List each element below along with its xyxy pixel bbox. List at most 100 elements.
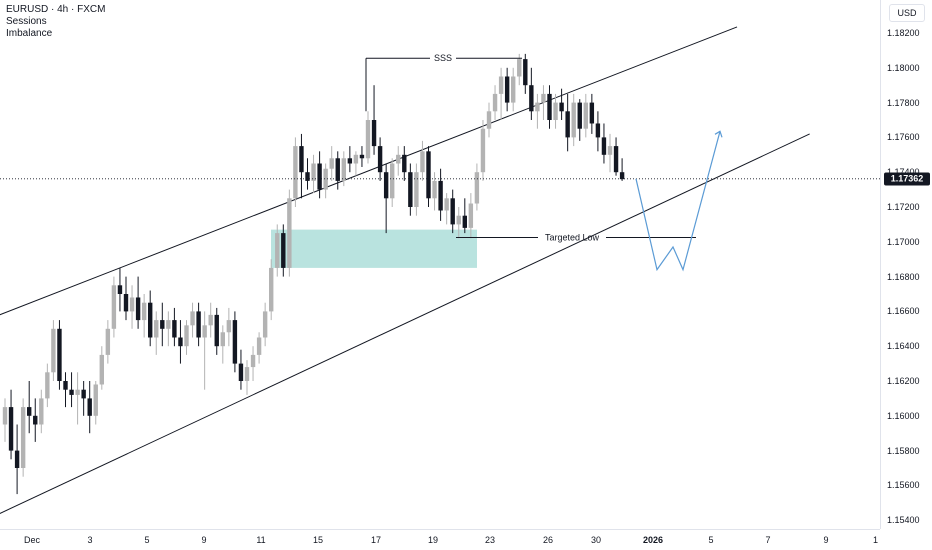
time-tick-label: 30 [590,535,602,545]
candle-body [341,158,346,181]
candle-body [178,337,183,347]
candle-body [547,93,552,120]
price-tick-label: 1.16600 [887,306,920,317]
candle-body [2,407,8,425]
projection-path [635,131,721,272]
candle-body [529,85,534,112]
candle-body [281,233,286,268]
candle-body [486,111,492,129]
price-tick-label: 1.16800 [887,271,920,282]
candle-body [511,76,516,103]
candle-body [63,381,68,390]
price-tick-label: 1.15800 [887,445,920,456]
candle-body [256,337,262,355]
time-tick-label: 3 [87,535,93,545]
candle-body [8,407,14,451]
channel-upper-line [0,26,738,316]
price-tick-label: 1.17000 [887,236,920,247]
candle-body [75,389,80,395]
chart-area[interactable]: SSS Targeted Low EURUSD · 4h · FXCM Sessi… [0,0,880,529]
time-tick-label: 1 [872,535,878,545]
candle-body [250,354,256,368]
price-tick-label: 1.17400 [887,167,920,177]
candle-body [105,328,111,355]
price-tick-label: 1.16000 [887,410,920,421]
candle-body [420,151,425,173]
indicator-imbalance[interactable]: Imbalance [6,28,53,39]
candle-body [474,172,480,204]
time-tick-label: 7 [765,535,771,545]
candle-body [51,328,56,373]
candle-body [166,320,171,329]
candle-body [323,168,328,190]
candle-body [305,172,310,181]
time-axis[interactable]: Dec 3 5 9 11 15 17 19 23 26 30 2026 5 7 9 1 [0,529,880,550]
candle-body [184,325,189,347]
candle-body [93,384,98,416]
candle-body [111,285,117,329]
candle-body [462,215,467,228]
candle-body [492,93,498,112]
chart-canvas[interactable]: SSS Targeted Low [0,0,880,529]
candle-body [135,297,141,321]
time-tick-label: 26 [542,535,554,545]
time-tick-label: Dec [23,535,41,545]
price-tick-label: 1.17800 [887,97,920,108]
candle-body [27,407,32,416]
candle-body [220,332,225,347]
candle-body [450,198,455,225]
time-tick-label: 9 [823,535,829,545]
candle-body [141,302,147,321]
price-tick-label: 1.17600 [887,132,920,143]
price-tick-label: 1.15600 [887,480,920,491]
candle-body [317,163,322,190]
indicator-sessions[interactable]: Sessions [6,16,47,27]
current-price-badge: 1.17362 [884,172,930,186]
candle-body [117,285,123,294]
candle-body [468,203,474,228]
candle-body [190,311,195,326]
candle-body [99,354,104,385]
candle-body [45,372,50,399]
candle-body [123,294,129,312]
candle-body [299,146,304,173]
time-tick-label: 17 [370,535,382,545]
candle-body [432,180,437,199]
candle-body [504,76,510,103]
price-tick-label: 1.17200 [887,202,920,212]
channel-lower-line [0,133,810,514]
price-axis[interactable]: USD 1.182001.180001.178001.176001.174001… [880,0,932,529]
candle-body [365,120,371,159]
price-tick-label: 1.18200 [887,28,920,38]
candle-body [553,102,558,120]
candle-body [269,267,274,312]
candle-body [589,102,595,124]
candle-body [244,367,250,381]
symbol-title[interactable]: EURUSD · 4h · FXCM [6,4,106,15]
candle-body [383,172,389,199]
candle-body [238,363,244,381]
candle-body [232,320,238,364]
candle-body [33,415,38,425]
candle-body [541,93,546,103]
candle-body [87,398,92,416]
candle-body [426,151,431,199]
candle-body [480,128,486,173]
sss-label: SSS [434,53,452,63]
candle-body [607,146,613,155]
currency-button[interactable]: USD [889,4,925,22]
candle-body [226,320,232,333]
candle-body [438,180,443,211]
candle-body [577,102,582,129]
candle-body [129,297,135,312]
candle-body [595,123,601,138]
price-tick-label: 1.16200 [887,376,920,386]
candle-body [613,146,619,173]
candle-body [287,198,292,268]
candle-body [535,102,540,112]
candle-body [601,137,607,155]
candle-body [262,311,268,338]
candle-body [81,389,86,399]
candle-body [172,320,177,338]
candle-body [456,215,461,225]
